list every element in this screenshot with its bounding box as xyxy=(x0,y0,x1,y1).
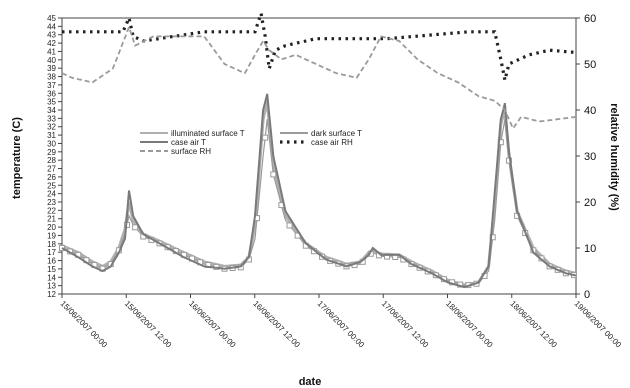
y-axis-left-title: temperature (C) xyxy=(11,117,23,199)
left-tick-label: 45 xyxy=(47,14,56,23)
left-tick-label: 25 xyxy=(47,181,56,190)
x-tick-label: 19/06/2007 00:00 xyxy=(573,299,624,350)
legend-item: case air T xyxy=(140,138,206,147)
left-tick-label: 43 xyxy=(47,31,56,40)
x-tick-label: 17/06/2007 12:00 xyxy=(380,299,431,350)
right-tick-label: 60 xyxy=(584,13,596,25)
data-point xyxy=(262,134,269,141)
legend-item: case air RH xyxy=(280,138,353,147)
left-tick-label: 27 xyxy=(47,165,56,174)
right-tick-label: 30 xyxy=(584,151,596,163)
series-line xyxy=(62,12,577,81)
data-point xyxy=(270,171,277,178)
left-tick-label: 18 xyxy=(47,240,56,249)
left-tick-label: 19 xyxy=(47,231,56,240)
left-tick-label: 37 xyxy=(47,81,56,90)
series-line xyxy=(61,24,577,131)
left-tick-label: 22 xyxy=(47,206,56,215)
x-axis-title: date xyxy=(299,376,322,388)
left-tick-label: 15 xyxy=(47,265,56,274)
left-tick-label: 30 xyxy=(47,139,56,148)
y-axis-right-title: relative humidity (%) xyxy=(608,103,620,211)
left-tick-label: 16 xyxy=(47,257,56,266)
left-tick-label: 20 xyxy=(47,223,56,232)
left-tick-label: 13 xyxy=(47,282,56,291)
legend-item: illuminated surface T xyxy=(140,129,245,138)
x-tick-label: 18/06/2007 12:00 xyxy=(508,299,559,350)
left-tick-label: 24 xyxy=(47,190,56,199)
left-tick-label: 35 xyxy=(47,98,56,107)
left-tick-label: 23 xyxy=(47,198,56,207)
left-tick-label: 29 xyxy=(47,148,56,157)
legend-label: case air T xyxy=(171,138,206,147)
left-tick-label: 42 xyxy=(47,39,56,48)
series-line xyxy=(61,93,577,289)
right-tick-label: 20 xyxy=(584,197,596,209)
right-tick-label: 10 xyxy=(584,243,596,255)
left-tick-label: 34 xyxy=(47,106,56,115)
legend-item: surface RH xyxy=(140,147,211,156)
axis-layer: 0102030405060121314151617181920212223242… xyxy=(47,13,623,350)
left-tick-label: 12 xyxy=(47,290,56,299)
left-tick-label: 28 xyxy=(47,156,56,165)
right-tick-label: 50 xyxy=(584,59,596,71)
x-tick-label: 15/06/2007 00:00 xyxy=(59,299,110,350)
x-tick-label: 17/06/2007 00:00 xyxy=(316,299,367,350)
series-layer xyxy=(59,12,577,289)
left-tick-label: 14 xyxy=(47,273,56,282)
legend-label: surface RH xyxy=(171,147,211,156)
left-tick-label: 36 xyxy=(47,89,56,98)
left-tick-label: 17 xyxy=(47,248,56,257)
x-tick-label: 15/06/2007 12:00 xyxy=(123,299,174,350)
left-tick-label: 32 xyxy=(47,123,56,132)
right-tick-label: 0 xyxy=(584,289,590,301)
x-tick-label: 16/06/2007 12:00 xyxy=(251,299,302,350)
x-tick-label: 16/06/2007 00:00 xyxy=(187,299,238,350)
series-case-air-RH xyxy=(62,12,577,81)
x-tick-label: 18/06/2007 00:00 xyxy=(444,299,495,350)
legend-label: case air RH xyxy=(311,138,353,147)
data-point xyxy=(132,224,139,231)
left-tick-label: 40 xyxy=(47,56,56,65)
left-tick-label: 26 xyxy=(47,173,56,182)
legend-item: dark surface T xyxy=(280,129,362,138)
data-point xyxy=(286,222,293,229)
left-tick-label: 31 xyxy=(47,131,56,140)
left-tick-label: 44 xyxy=(47,22,56,31)
series-case-air-T xyxy=(61,93,577,289)
legend-label: dark surface T xyxy=(311,129,362,138)
left-tick-label: 33 xyxy=(47,114,56,123)
left-tick-label: 21 xyxy=(47,215,56,224)
right-tick-label: 40 xyxy=(584,105,596,117)
left-tick-label: 38 xyxy=(47,73,56,82)
series-surface-RH xyxy=(61,24,577,131)
left-tick-label: 39 xyxy=(47,64,56,73)
legend-label: illuminated surface T xyxy=(171,129,245,138)
left-tick-label: 41 xyxy=(47,47,56,56)
